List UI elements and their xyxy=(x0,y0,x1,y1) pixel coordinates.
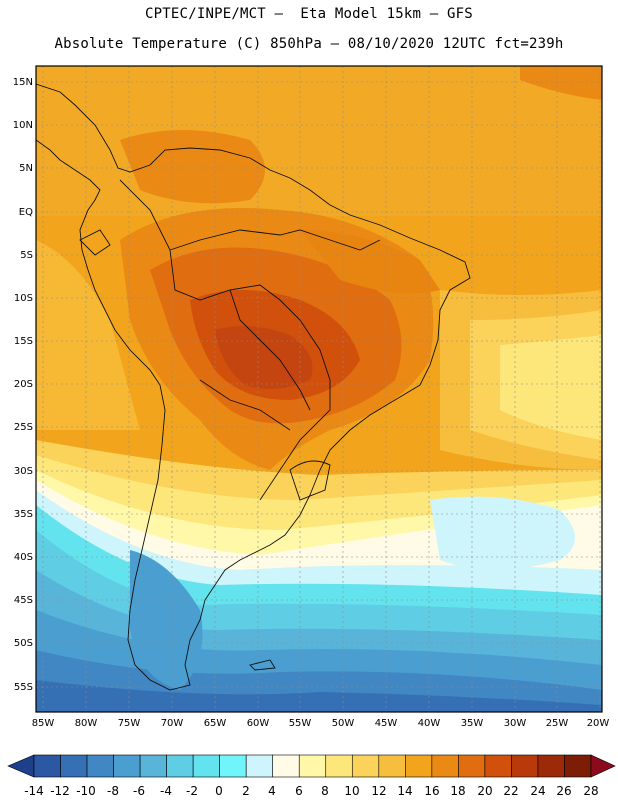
lon-label: 80W xyxy=(75,718,98,729)
colorbar-swatch xyxy=(272,754,300,778)
longitude-labels: 85W 80W 75W 70W 65W 60W 55W 50W 45W 40W … xyxy=(32,718,610,729)
colorbar-label: 22 xyxy=(503,784,518,798)
colorbar-label: 16 xyxy=(424,784,439,798)
lat-label: 55S xyxy=(14,682,33,693)
colorbar-swatch xyxy=(405,754,433,778)
colorbar-label: 4 xyxy=(268,784,276,798)
lon-label: 85W xyxy=(32,718,55,729)
lat-label: 15N xyxy=(13,77,33,88)
lat-label: 20S xyxy=(14,379,33,390)
colorbar-label: 2 xyxy=(242,784,250,798)
lon-label: 40W xyxy=(418,718,441,729)
lon-label: 20W xyxy=(587,718,610,729)
map-title-line-2: Absolute Temperature (C) 850hPa – 08/10/… xyxy=(54,36,564,52)
colorbar-swatch xyxy=(86,754,114,778)
colorbar-label: 28 xyxy=(583,784,598,798)
lon-label: 50W xyxy=(332,718,355,729)
colorbar-label: 18 xyxy=(450,784,465,798)
colorbar-swatch xyxy=(192,754,220,778)
lon-label: 30W xyxy=(504,718,527,729)
lon-label: 65W xyxy=(204,718,227,729)
colorbar-swatch xyxy=(511,754,539,778)
colorbar-swatch xyxy=(351,754,380,778)
lat-label: 5N xyxy=(19,163,33,174)
lon-label: 70W xyxy=(161,718,184,729)
colorbar-swatch xyxy=(564,754,592,778)
colorbar-swatch xyxy=(33,754,61,778)
lat-label: 15S xyxy=(14,336,33,347)
colorbar-label: 0 xyxy=(215,784,223,798)
colorbar-label: -2 xyxy=(186,784,198,798)
colorbar xyxy=(7,754,616,778)
colorbar-labels: -14 -12 -10 -8 -6 -4 -2 0 2 4 6 8 10 12 … xyxy=(24,784,598,798)
colorbar-label: 6 xyxy=(295,784,303,798)
colorbar-label: 8 xyxy=(321,784,329,798)
colorbar-swatch xyxy=(113,754,141,778)
map-frame xyxy=(35,65,603,713)
temperature-field xyxy=(36,66,602,712)
lat-label: 50S xyxy=(14,638,33,649)
lat-label: 30S xyxy=(14,466,33,477)
colorbar-label: 24 xyxy=(530,784,545,798)
colorbar-label: -10 xyxy=(76,784,96,798)
colorbar-label: -12 xyxy=(50,784,70,798)
colorbar-label: 26 xyxy=(556,784,571,798)
lat-label: 40S xyxy=(14,552,33,563)
graticule xyxy=(36,66,602,712)
colorbar-label: -8 xyxy=(107,784,119,798)
colorbar-swatch xyxy=(245,754,274,778)
lon-label: 45W xyxy=(375,718,398,729)
lon-label: 55W xyxy=(289,718,312,729)
colorbar-swatch xyxy=(590,754,616,778)
lat-label: 5S xyxy=(20,250,33,261)
colorbar-label: -14 xyxy=(24,784,44,798)
colorbar-label: 12 xyxy=(371,784,386,798)
lat-label: EQ xyxy=(19,207,33,218)
colorbar-swatch xyxy=(166,754,194,778)
lat-label: 35S xyxy=(14,509,33,520)
colorbar-swatch xyxy=(484,754,512,778)
colorbar-swatch xyxy=(458,754,486,778)
latitude-labels: 15N 10N 5N EQ 5S 10S 15S 20S 25S 30S 35S… xyxy=(13,77,33,693)
map-title-line-1: CPTEC/INPE/MCT – Eta Model 15km – GFS xyxy=(145,6,473,22)
colorbar-label: 10 xyxy=(344,784,359,798)
colorbar-swatch xyxy=(139,754,167,778)
coastlines-and-borders xyxy=(36,83,471,691)
lon-label: 25W xyxy=(546,718,569,729)
colorbar-label: -4 xyxy=(160,784,172,798)
colorbar-swatch xyxy=(325,754,353,778)
colorbar-swatch xyxy=(219,754,247,778)
lat-label: 10N xyxy=(13,120,33,131)
colorbar-swatch xyxy=(431,754,459,778)
colorbar-swatch xyxy=(378,754,406,778)
colorbar-swatch xyxy=(298,754,327,778)
colorbar-label: 14 xyxy=(397,784,412,798)
lat-label: 25S xyxy=(14,422,33,433)
lon-label: 35W xyxy=(461,718,484,729)
lat-label: 45S xyxy=(14,595,33,606)
colorbar-label: 20 xyxy=(477,784,492,798)
lon-label: 75W xyxy=(118,718,141,729)
colorbar-swatch xyxy=(60,754,88,778)
colorbar-swatch xyxy=(537,754,565,778)
lon-label: 60W xyxy=(247,718,270,729)
colorbar-label: -6 xyxy=(133,784,145,798)
lat-label: 10S xyxy=(14,293,33,304)
colorbar-swatch xyxy=(7,754,35,778)
